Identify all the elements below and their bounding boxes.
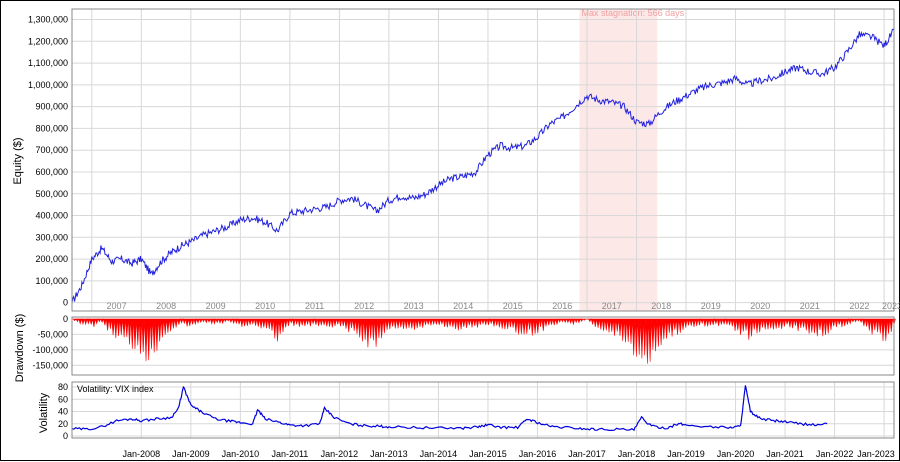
volatility-plot-border bbox=[71, 381, 895, 439]
equity-y-tick-label: 200,000 bbox=[35, 254, 68, 264]
stagnation-label: Max stagnation: 566 days bbox=[582, 8, 685, 18]
volatility-x-tick-label: Jan-2014 bbox=[420, 449, 458, 459]
drawdown-y-tick-label: -50,000 bbox=[37, 329, 68, 339]
volatility-y-tick-label: 80 bbox=[58, 382, 68, 392]
equity-year-label: 2010 bbox=[255, 301, 275, 311]
equity-year-label: 2016 bbox=[552, 301, 572, 311]
equity-year-label: 2011 bbox=[305, 301, 324, 311]
drawdown-y-axis-title: Drawdown ($) bbox=[14, 314, 26, 382]
equity-year-label: 2023 bbox=[882, 301, 900, 311]
equity-year-label: 2017 bbox=[602, 301, 622, 311]
stagnation-band bbox=[579, 9, 658, 311]
equity-year-label: 2019 bbox=[701, 301, 721, 311]
equity-panel: Max stagnation: 566 days 0 100,000 200,000… bbox=[12, 8, 900, 312]
volatility-x-tick-label: Jan-2011 bbox=[271, 449, 308, 459]
equity-year-label: 2007 bbox=[107, 301, 127, 311]
volatility-x-tick-label: Jan-2016 bbox=[519, 449, 557, 459]
equity-y-tick-label: 1,200,000 bbox=[28, 36, 68, 46]
volatility-x-tick-label: Jan-2021 bbox=[766, 449, 804, 459]
equity-grid bbox=[72, 9, 894, 311]
volatility-legend: Volatility: VIX index bbox=[77, 384, 154, 394]
volatility-x-tick-label: Jan-2017 bbox=[568, 449, 606, 459]
equity-year-label: 2021 bbox=[800, 301, 820, 311]
volatility-x-tick-label: Jan-2008 bbox=[123, 449, 161, 459]
volatility-x-tick-label: Jan-2023 bbox=[857, 449, 895, 459]
volatility-x-tick-label: Jan-2013 bbox=[370, 449, 408, 459]
equity-y-tick-label: 100,000 bbox=[35, 276, 68, 286]
equity-year-label: 2020 bbox=[750, 301, 770, 311]
equity-year-label: 2015 bbox=[503, 301, 523, 311]
volatility-y-tick-label: 40 bbox=[58, 407, 68, 417]
volatility-y-ticks: 0 20 40 60 80 bbox=[58, 382, 68, 441]
volatility-y-tick-label: 20 bbox=[58, 419, 68, 429]
volatility-x-tick-label: Jan-2020 bbox=[717, 449, 755, 459]
drawdown-panel: 0 -50,000 -100,000 -150,000 Drawdown ($) bbox=[14, 314, 896, 382]
drawdown-plot-border bbox=[71, 316, 895, 376]
equity-y-tick-label: 1,300,000 bbox=[28, 15, 68, 25]
equity-y-tick-label: 1,000,000 bbox=[28, 80, 68, 90]
equity-y-tick-label: 400,000 bbox=[35, 211, 68, 221]
volatility-x-tick-label: Jan-2019 bbox=[667, 449, 705, 459]
equity-y-tick-label: 900,000 bbox=[35, 102, 68, 112]
equity-year-label: 2022 bbox=[849, 301, 869, 311]
equity-year-label: 2013 bbox=[404, 301, 424, 311]
volatility-grid bbox=[72, 382, 894, 438]
volatility-x-tick-label: Jan-2010 bbox=[222, 449, 260, 459]
volatility-line bbox=[71, 385, 828, 432]
equity-y-axis-title: Equity ($) bbox=[12, 137, 24, 184]
volatility-x-tick-label: Jan-2022 bbox=[816, 449, 854, 459]
equity-y-tick-label: 1,100,000 bbox=[28, 58, 68, 68]
equity-y-tick-label: 0 bbox=[63, 298, 68, 308]
volatility-x-tick-label: Jan-2009 bbox=[172, 449, 210, 459]
equity-year-label: 2009 bbox=[206, 301, 226, 311]
equity-y-tick-label: 500,000 bbox=[35, 189, 68, 199]
equity-year-label: 2018 bbox=[651, 301, 671, 311]
drawdown-area bbox=[72, 317, 896, 364]
volatility-x-ticks: Jan-2008 Jan-2009 Jan-2010 Jan-2011 Jan-2012… bbox=[123, 449, 895, 459]
drawdown-y-tick-label: -100,000 bbox=[32, 345, 68, 355]
equity-year-label: 2012 bbox=[354, 301, 374, 311]
equity-y-tick-label: 800,000 bbox=[35, 123, 68, 133]
equity-y-ticks: 0 100,000 200,000 300,000 400,000 500,000 600,… bbox=[28, 15, 68, 308]
equity-y-tick-label: 700,000 bbox=[35, 145, 68, 155]
drawdown-y-ticks: 0 -50,000 -100,000 -150,000 bbox=[32, 314, 68, 370]
volatility-x-tick-label: Jan-2018 bbox=[618, 449, 656, 459]
equity-y-tick-label: 600,000 bbox=[35, 167, 68, 177]
volatility-y-axis-title: Volatility bbox=[38, 392, 50, 433]
drawdown-y-tick-label: 0 bbox=[63, 314, 68, 324]
equity-year-label: 2014 bbox=[453, 301, 473, 311]
drawdown-y-tick-label: -150,000 bbox=[32, 360, 68, 370]
volatility-y-tick-label: 0 bbox=[63, 431, 68, 441]
volatility-y-tick-label: 60 bbox=[58, 394, 68, 404]
equity-year-labels: 2007 2008 2009 2010 2011 2012 2013 2014 2015 2016… bbox=[107, 301, 900, 311]
equity-year-label: 2008 bbox=[156, 301, 176, 311]
equity-y-tick-label: 300,000 bbox=[35, 232, 68, 242]
volatility-x-tick-label: Jan-2015 bbox=[469, 449, 507, 459]
volatility-x-tick-label: Jan-2012 bbox=[321, 449, 359, 459]
equity-line bbox=[71, 28, 895, 303]
equity-plot-border bbox=[71, 8, 895, 312]
